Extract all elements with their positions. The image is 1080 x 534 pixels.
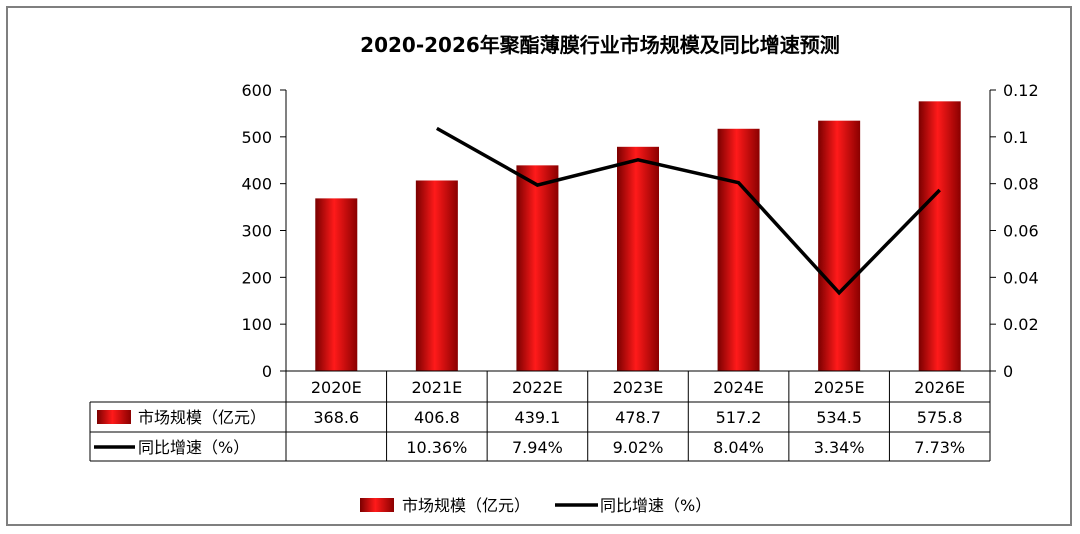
y-tick-label-right: 0.1	[1003, 128, 1028, 147]
x-tick-label: 2026E	[914, 378, 965, 397]
y-tick-label-right: 0.08	[1003, 175, 1039, 194]
table-value: 439.1	[515, 408, 561, 427]
table-value: 368.6	[313, 408, 359, 427]
y-tick-label-left: 300	[241, 222, 272, 241]
bar	[617, 146, 659, 371]
bar	[717, 128, 760, 371]
chart-title: 2020-2026年聚酯薄膜行业市场规模及同比增速预测	[360, 33, 840, 57]
legend-label: 市场规模（亿元）	[402, 496, 530, 515]
table-value: 534.5	[816, 408, 862, 427]
table-series-label: 市场规模（亿元）	[138, 408, 266, 427]
y-tick-label-left: 100	[241, 315, 272, 334]
table-value: 3.34%	[814, 438, 865, 457]
plot-layer: 0 100 200 300 400 500 600 0 0.02 0.04 0.06 0.08 0.1 0…	[89, 81, 1039, 515]
bar	[918, 101, 961, 371]
y-tick-label-right: 0.06	[1003, 222, 1039, 241]
y-tick-label-left: 400	[241, 175, 272, 194]
y-tick-label-right: 0.04	[1003, 268, 1039, 287]
x-tick-label: 2023E	[613, 378, 664, 397]
table-value: 406.8	[414, 408, 460, 427]
table-value: 575.8	[917, 408, 963, 427]
legend-key-bar	[360, 498, 394, 512]
bar	[818, 120, 861, 371]
table-value: 9.02%	[613, 438, 664, 457]
y-tick-label-right: 0.02	[1003, 315, 1039, 334]
table-value: 8.04%	[713, 438, 764, 457]
y-tick-label-left: 0	[262, 362, 272, 381]
legend-label: 同比增速（%）	[600, 496, 711, 515]
table-series-label: 同比增速（%）	[138, 438, 249, 457]
x-tick-label: 2020E	[311, 378, 362, 397]
table-value: 10.36%	[406, 438, 467, 457]
y-tick-label-right: 0	[1003, 362, 1013, 381]
y-tick-label-left: 600	[241, 81, 272, 100]
y-tick-label-right: 0.12	[1003, 81, 1039, 100]
y-tick-label-left: 200	[241, 268, 272, 287]
x-tick-label: 2022E	[512, 378, 563, 397]
bar	[516, 165, 559, 371]
x-tick-label: 2024E	[713, 378, 764, 397]
x-tick-label: 2025E	[814, 378, 865, 397]
chart-frame: 2020-2026年聚酯薄膜行业市场规模及同比增速预测 0 100 200 300 40…	[6, 6, 1072, 526]
y-tick-label-left: 500	[241, 128, 272, 147]
table-value: 7.73%	[914, 438, 965, 457]
table-value: 478.7	[615, 408, 661, 427]
combo-chart: 2020-2026年聚酯薄膜行业市场规模及同比增速预测 0 100 200 300 40…	[89, 33, 1039, 515]
table-value: 517.2	[716, 408, 762, 427]
bar	[315, 198, 358, 371]
bar	[415, 180, 458, 371]
growth-line	[435, 126, 941, 296]
x-tick-label: 2021E	[411, 378, 462, 397]
table-value: 7.94%	[512, 438, 563, 457]
table-key-bar	[97, 410, 131, 424]
